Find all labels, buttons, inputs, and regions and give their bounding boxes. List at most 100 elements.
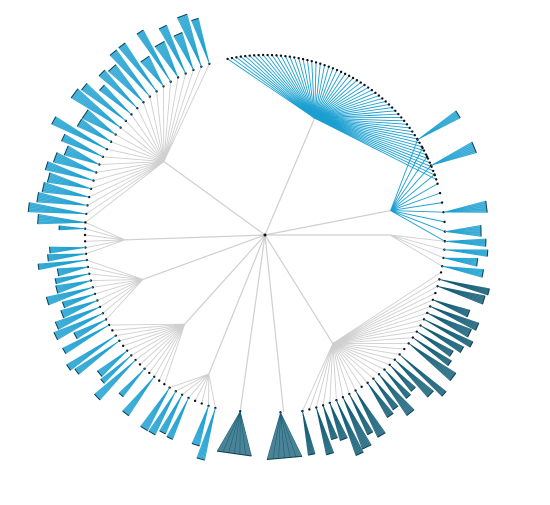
fan-rim [158, 24, 167, 30]
fan-edge [114, 65, 144, 103]
edge [332, 343, 337, 401]
edge [390, 147, 423, 211]
node [230, 56, 234, 60]
node [327, 65, 330, 68]
fan-edge [408, 343, 454, 378]
edge [314, 104, 390, 119]
fan-rim [100, 378, 105, 384]
edge [322, 343, 334, 406]
fan-rim [47, 254, 49, 262]
edge [88, 161, 165, 198]
fan-edge [443, 210, 488, 213]
node [207, 404, 210, 408]
edge [314, 77, 354, 119]
edge [314, 79, 358, 119]
edge [314, 89, 373, 119]
fan-rim [159, 430, 166, 435]
fan-edge [399, 354, 443, 397]
node [157, 379, 161, 382]
fan-edge [280, 412, 303, 457]
fan-edge [64, 133, 104, 157]
node [91, 286, 94, 289]
fan-edge [412, 337, 449, 366]
fan-edge [64, 154, 100, 165]
fan-edge [29, 202, 87, 215]
fan-edge [430, 306, 476, 331]
fan-edge [28, 208, 87, 215]
edge [314, 98, 383, 119]
node [200, 65, 203, 68]
fan-edge [157, 44, 179, 78]
edge [169, 373, 209, 389]
fan-edge [55, 280, 91, 286]
fan-edge [430, 145, 474, 166]
edge [163, 63, 210, 162]
fan-rim [362, 444, 372, 450]
edge [308, 343, 334, 410]
node [331, 67, 335, 70]
node [413, 134, 417, 137]
edge [208, 373, 216, 409]
edge [314, 117, 437, 180]
fan-edge [56, 152, 97, 173]
branch [264, 234, 334, 344]
fan-rim [196, 457, 205, 461]
node [438, 191, 442, 195]
fan-edge [147, 56, 164, 87]
fan-edge [443, 206, 487, 213]
fan-rim [367, 431, 374, 436]
edge [240, 56, 315, 119]
fan-edge [42, 190, 90, 198]
edge [175, 373, 210, 392]
fan-rim [41, 182, 45, 193]
fan-edge [342, 397, 369, 447]
node [441, 265, 444, 268]
edge [227, 58, 315, 119]
fan-edge [444, 231, 482, 234]
fan-edge [47, 180, 92, 190]
node [308, 408, 311, 411]
fan-rim [326, 452, 334, 456]
fan-edge [443, 202, 487, 213]
fan-edge [64, 153, 100, 165]
fan-edge [182, 32, 194, 70]
fan-edge [430, 150, 476, 166]
edge [332, 337, 413, 344]
node [248, 54, 251, 57]
node [301, 57, 305, 61]
fan-rim [467, 329, 472, 338]
fan-edge [164, 41, 179, 78]
fan-rim [166, 436, 173, 440]
fan-rim [61, 301, 66, 309]
fan-edge [53, 161, 97, 173]
edge [389, 234, 443, 267]
edge [389, 234, 445, 251]
node [323, 63, 326, 67]
fan-edge [140, 387, 170, 427]
edge [158, 323, 186, 381]
edge [332, 325, 421, 344]
edge [87, 161, 165, 206]
edge [163, 324, 186, 385]
fan-edge [73, 319, 107, 333]
fan-edge [37, 196, 88, 206]
fan-edge [162, 42, 179, 78]
fan-edge [49, 172, 92, 190]
fan-edge [75, 91, 121, 128]
fan-edge [443, 208, 487, 213]
fan-rim [44, 161, 49, 171]
edge [284, 55, 316, 119]
fan-edge [108, 71, 144, 103]
fan-rim [37, 263, 40, 270]
edge [302, 343, 334, 412]
fan-edge [38, 193, 88, 206]
fan-edge [389, 364, 412, 392]
edge [332, 343, 390, 366]
fan-edge [73, 94, 121, 128]
fan-rim [27, 202, 30, 212]
fan-edge [443, 257, 477, 267]
fan-rim [74, 368, 80, 375]
fan-rim [118, 42, 126, 49]
fan-edge [177, 34, 194, 70]
fan-edge [196, 407, 216, 458]
